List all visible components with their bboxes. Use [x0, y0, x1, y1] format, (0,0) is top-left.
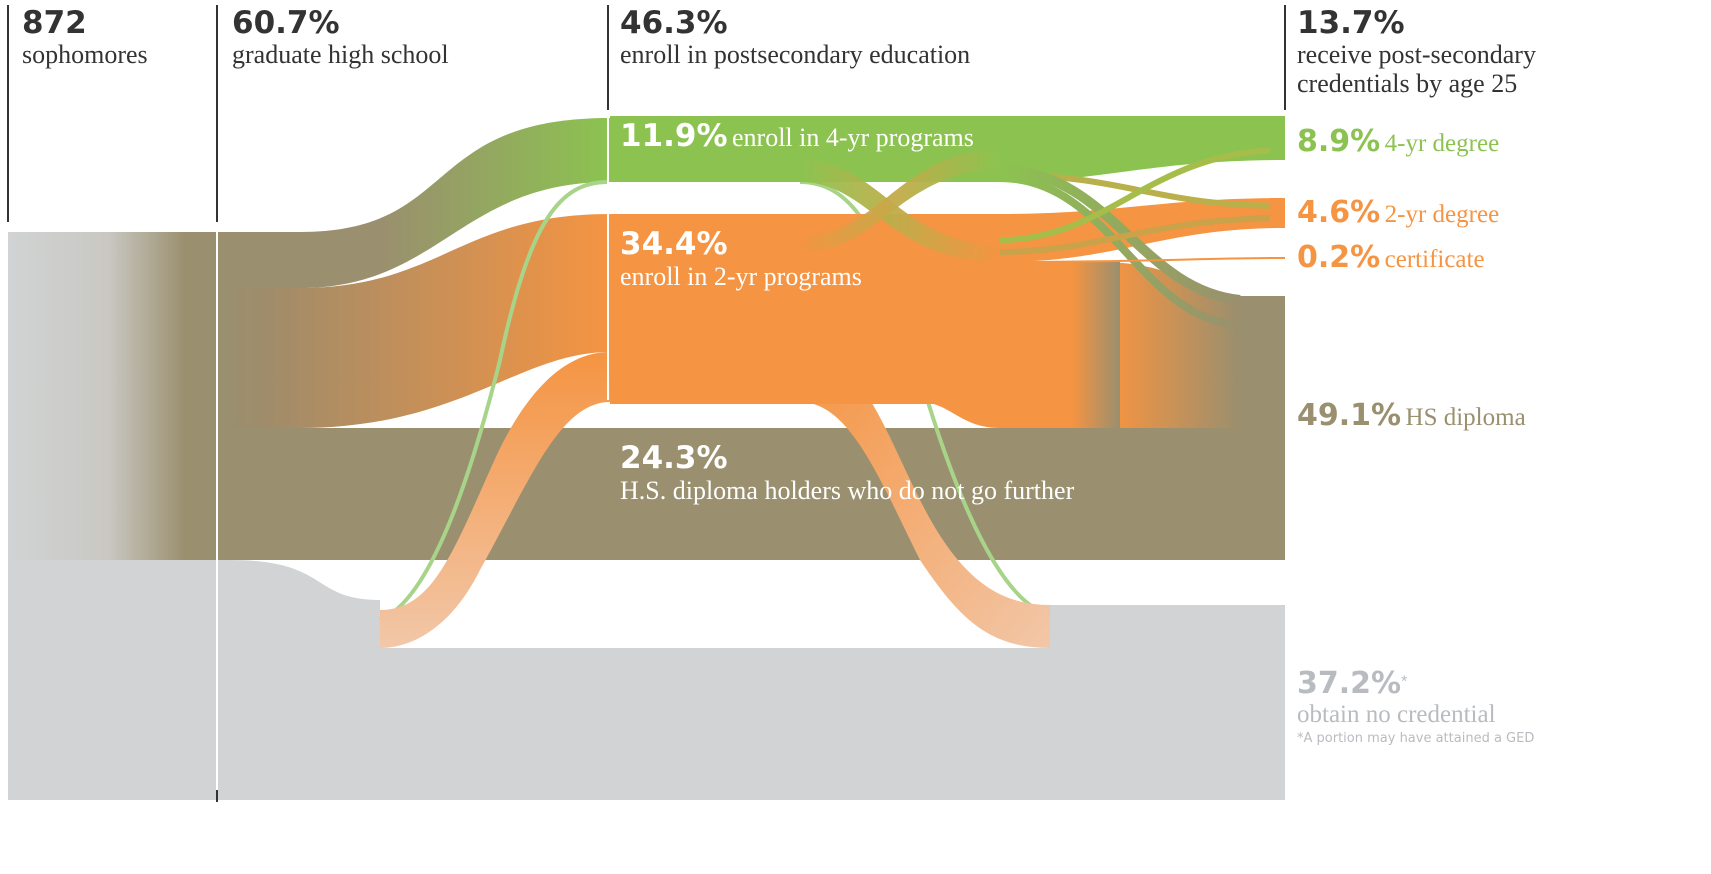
outcome-two-year: 4.6% 2-yr degree — [1297, 195, 1499, 230]
flow-fan-orange-to-two — [999, 215, 1286, 255]
flow-fan-orange-to-four — [999, 147, 1286, 243]
header-credentials-value: 13.7% — [1297, 5, 1405, 41]
outcome-certificate: 0.2% certificate — [1297, 240, 1485, 275]
header-enroll-label: enroll in postsecondary education — [620, 40, 971, 69]
header-sophomores-value: 872 — [22, 5, 87, 41]
header-graduate-label: graduate high school — [232, 40, 449, 69]
flow-no-credential — [8, 560, 1285, 800]
label-hs-only-text: H.S. diploma holders who do not go furth… — [620, 476, 1075, 505]
flow-two-year-dropout-right — [800, 352, 1050, 648]
label-two-year-value: 34.4% — [620, 226, 728, 262]
footnote: *A portion may have attained a GED — [1297, 731, 1535, 746]
label-hs-only: 24.3% H.S. diploma holders who do not go… — [620, 440, 1074, 506]
outcome-four-year-label: 4-yr degree — [1384, 130, 1500, 157]
header-graduate-value: 60.7% — [232, 5, 340, 41]
outcome-hs-diploma-label: HS diploma — [1405, 404, 1526, 431]
flow-to-four-year — [230, 118, 610, 288]
outcome-hs-diploma-value: 49.1% — [1297, 398, 1402, 433]
label-two-year-text: enroll in 2-yr programs — [620, 262, 862, 291]
label-two-year: 34.4% enroll in 2-yr programs — [620, 226, 862, 292]
header-credentials-label-1: receive post-secondary — [1297, 40, 1536, 69]
flow-two-to-four-cross — [800, 150, 1000, 252]
flow-fan-green-to-olive-2 — [999, 174, 1241, 329]
bar-sophomores — [8, 232, 230, 560]
header-credentials-label-2: credentials by age 25 — [1297, 69, 1518, 98]
outcome-no-credential: 37.2%* obtain no credential — [1297, 666, 1496, 729]
outcome-four-year: 8.9% 4-yr degree — [1297, 124, 1499, 159]
divider-credentials — [1284, 5, 1286, 110]
bar-two-year-ext — [1000, 262, 1120, 428]
header-sophomores: 872 sophomores — [22, 6, 148, 69]
outcome-four-year-value: 8.9% — [1297, 124, 1381, 159]
outcome-two-year-label: 2-yr degree — [1384, 201, 1500, 228]
divider-enroll — [607, 5, 609, 110]
outcome-two-year-value: 4.6% — [1297, 195, 1381, 230]
flow-two-year-dropout — [380, 352, 610, 648]
outcome-no-credential-label: obtain no credential — [1297, 701, 1496, 728]
flow-fan-green-to-olive-1 — [999, 165, 1241, 305]
flow-to-two-year — [230, 214, 610, 428]
header-enroll: 46.3% enroll in postsecondary education — [620, 6, 970, 69]
label-four-year: 11.9% enroll in 4-yr programs — [620, 118, 974, 154]
bar-outcome-two-year — [1270, 198, 1285, 228]
header-sophomores-label: sophomores — [22, 40, 148, 69]
divider-graduate — [216, 5, 218, 222]
divider-graduate-bottom — [216, 790, 218, 802]
flow-to-four-year-degree — [1000, 116, 1285, 182]
flow-four-year-dropout — [379, 180, 609, 622]
header-credentials: 13.7% receive post-secondary credentials… — [1297, 6, 1536, 98]
label-hs-only-value: 24.3% — [620, 440, 728, 476]
flow-to-certificate — [999, 257, 1286, 263]
label-four-year-value: 11.9% — [620, 118, 728, 154]
label-four-year-text: enroll in 4-yr programs — [732, 123, 974, 152]
outcome-no-credential-asterisk: * — [1401, 673, 1408, 691]
flow-four-to-two-cross — [800, 160, 1000, 262]
bar-outcome-hs — [1240, 296, 1285, 560]
header-graduate: 60.7% graduate high school — [232, 6, 449, 69]
outcome-no-credential-value: 37.2% — [1297, 666, 1402, 701]
divider-sophomores — [7, 5, 9, 222]
outcome-hs-diploma: 49.1% HS diploma — [1297, 398, 1526, 433]
bar-outcome-four-year — [1270, 116, 1285, 160]
outcome-certificate-label: certificate — [1384, 246, 1485, 273]
header-enroll-value: 46.3% — [620, 5, 728, 41]
outcome-certificate-value: 0.2% — [1297, 240, 1381, 275]
